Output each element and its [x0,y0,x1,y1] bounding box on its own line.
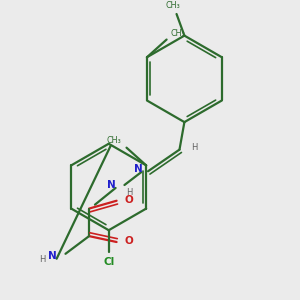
Text: CH₃: CH₃ [165,1,180,10]
Text: O: O [124,195,133,205]
Text: N: N [107,180,116,190]
Text: H: H [39,255,46,264]
Text: N: N [134,164,143,174]
Text: N: N [48,251,57,261]
Text: O: O [124,236,133,246]
Text: CH₃: CH₃ [170,28,185,38]
Text: H: H [191,143,198,152]
Text: H: H [126,188,133,197]
Text: CH₃: CH₃ [107,136,122,145]
Text: Cl: Cl [103,257,114,267]
